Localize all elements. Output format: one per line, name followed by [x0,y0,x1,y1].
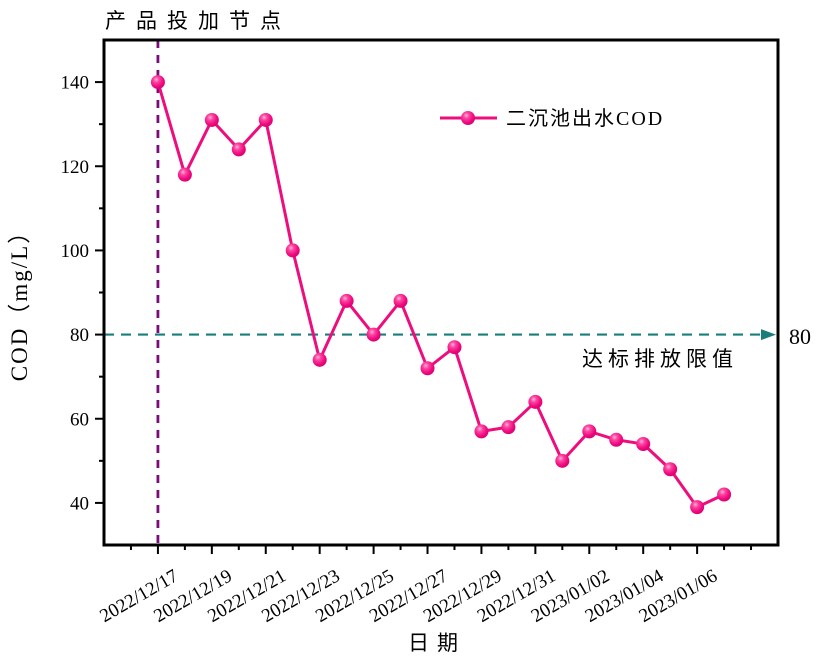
data-point [582,424,597,439]
y-tick-label: 140 [61,73,90,94]
data-point [393,293,408,308]
data-point [204,112,219,127]
data-point [717,487,732,502]
y-tick-label: 40 [70,493,89,514]
y-axis-title: COD（mg/L） [7,219,32,381]
x-axis-title: 日期 [408,631,466,655]
data-point [609,432,624,447]
data-point [285,243,300,258]
data-point [555,453,570,468]
data-point [636,437,651,451]
data-point [258,112,273,127]
y-tick-label: 100 [61,241,90,262]
y-tick-label: 60 [70,409,89,430]
data-point [663,462,678,477]
plot-border [102,38,780,547]
data-point [501,420,516,435]
data-point [690,500,705,515]
plot-area: 4060801001201402022/12/172022/12/192022/… [61,38,780,627]
ref-line-annotation: 达标排放限值 [582,347,738,371]
data-point [312,352,327,367]
data-point [447,340,462,355]
legend-label: 二沉池出水COD [506,107,664,130]
data-point [366,327,381,342]
event-annotation: 产品投加节点 [105,9,291,33]
series-line [156,81,725,509]
data-point [150,75,165,90]
data-point [474,424,489,439]
reference-arrow-icon [761,329,776,341]
legend: 二沉池出水COD [440,107,664,130]
ref-line-value-label: 80 [789,324,811,349]
data-point [339,293,354,308]
y-tick-label: 120 [61,157,90,178]
data-point [177,167,192,182]
data-point [528,394,543,409]
legend-marker-icon [461,111,475,125]
data-point [420,361,435,376]
data-point [231,142,246,157]
y-tick-label: 80 [70,325,89,346]
